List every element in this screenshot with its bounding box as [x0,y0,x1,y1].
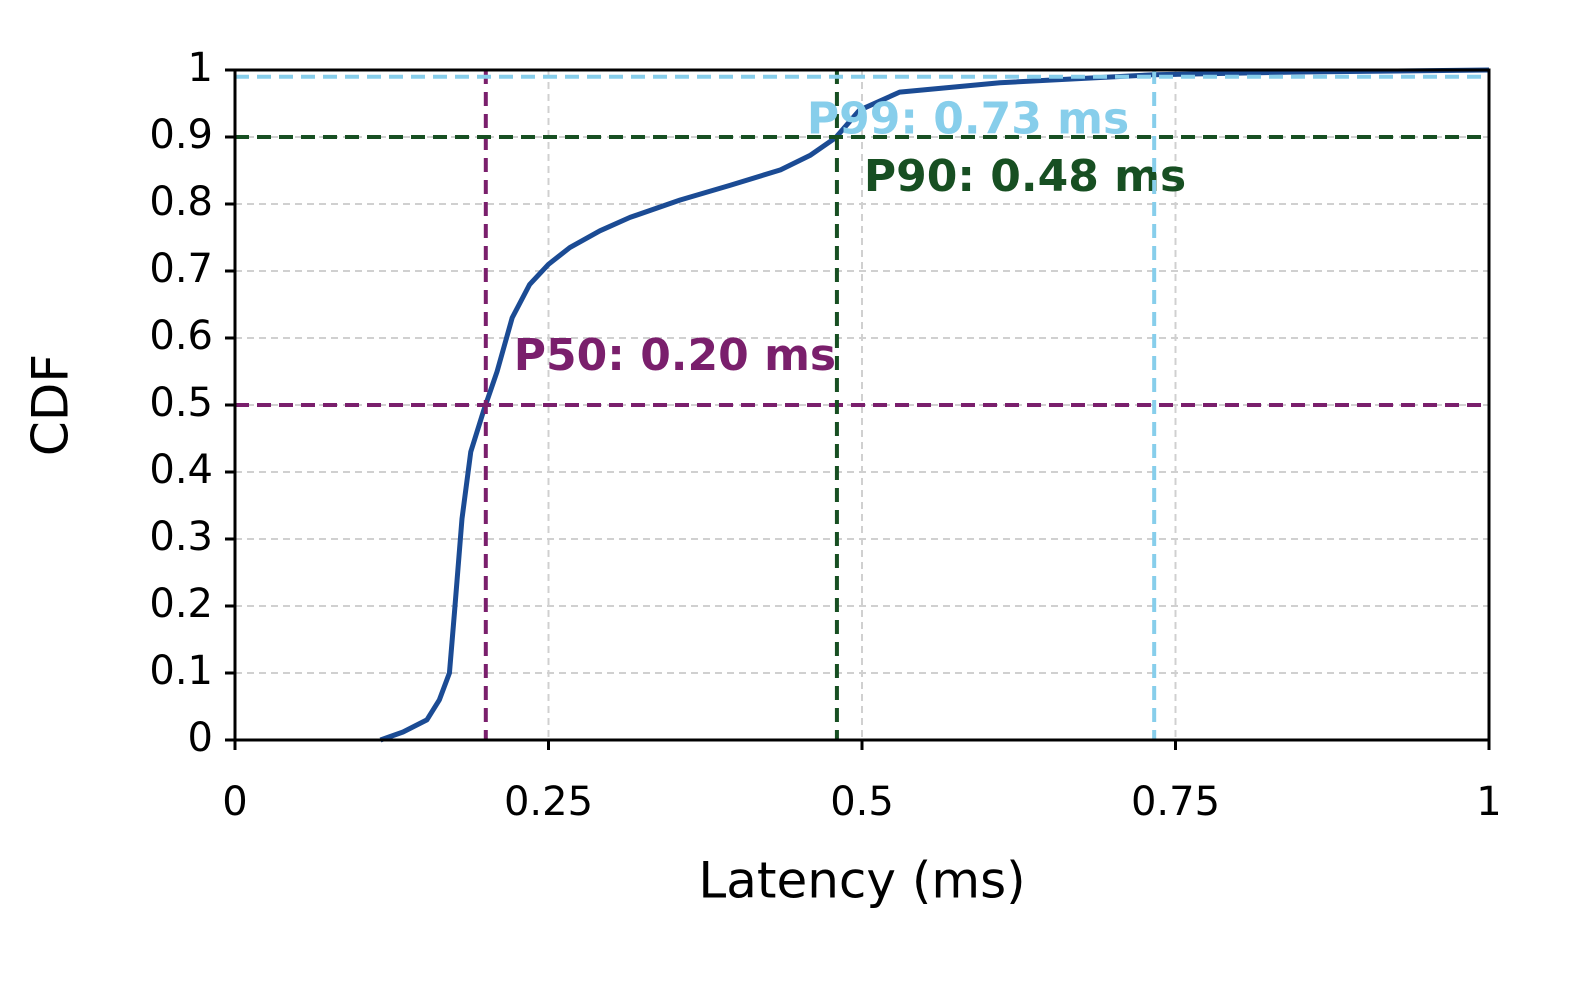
y-tick-label: 0.9 [149,112,213,158]
y-tick-label: 0.3 [149,514,213,560]
x-tick-label: 0.5 [830,779,894,825]
y-tick-label: 0 [188,715,213,761]
y-axis-label: CDF [22,354,80,456]
y-tick-label: 0.5 [149,380,213,426]
percentile-label: P90: 0.48 ms [864,151,1186,202]
x-tick-label: 0.75 [1131,779,1220,825]
y-tick-label: 0.8 [149,179,213,225]
cdf-line [379,67,1490,743]
y-tick-label: 1 [188,45,213,91]
y-tick-label: 0.7 [149,246,213,292]
y-tick-label: 0.6 [149,313,213,359]
x-axis-label: Latency (ms) [698,852,1025,910]
percentile-label: P50: 0.20 ms [514,330,836,381]
y-tick-label: 0.1 [149,648,213,694]
plot-frame [233,68,1491,742]
x-tick-label: 1 [1476,779,1501,825]
percentile-label: P99: 0.73 ms [807,94,1129,145]
y-tick-label: 0.2 [149,581,213,627]
x-tick-label: 0.25 [504,779,593,825]
x-tick-label: 0 [222,779,247,825]
y-tick-label: 0.4 [149,447,213,493]
